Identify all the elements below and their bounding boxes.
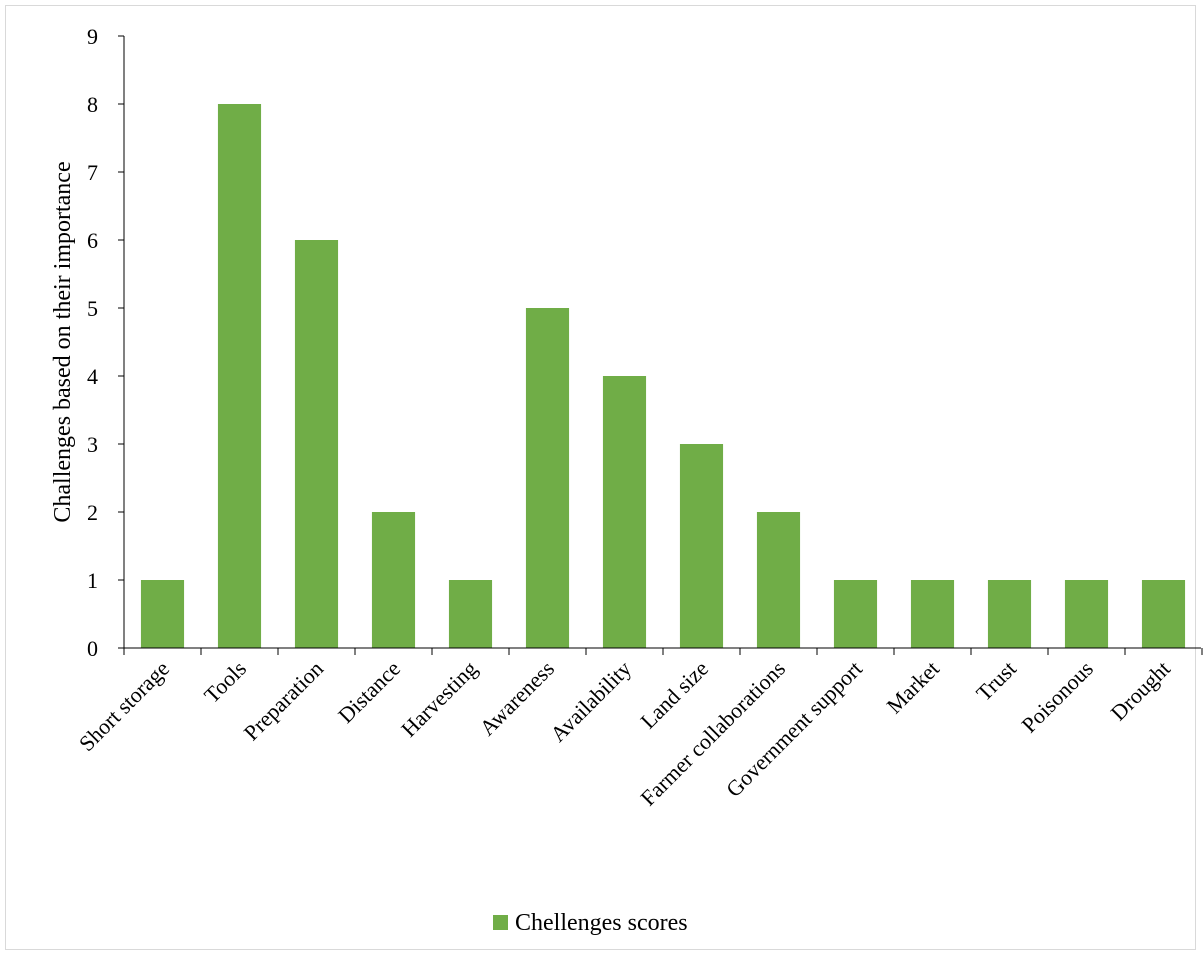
y-axis-ticks: 0 1 2 3 4 5 6 7 8 9 [87,24,124,661]
bar [371,512,416,648]
bar [602,376,647,648]
x-tick-label: Government support [721,656,867,802]
y-tick-label: 3 [87,432,98,457]
bar [833,580,878,648]
bar [1064,580,1109,648]
bar [679,444,724,648]
x-tick-label: Short storage [74,656,174,756]
x-tick-label: Harvesting [396,656,482,742]
y-tick-label: 6 [87,228,98,253]
bar [217,104,262,648]
x-tick-label: Farmer collaborations [635,656,790,811]
bar [756,512,801,648]
bar [140,580,185,648]
bar [448,580,493,648]
bar [294,240,339,648]
y-tick-label: 4 [87,364,98,389]
legend-swatch [493,915,508,930]
x-tick-label: Market [881,656,944,719]
y-tick-label: 8 [87,92,98,117]
y-tick-label: 7 [87,160,98,185]
x-tick-label: Drought [1106,656,1176,726]
y-tick-label: 2 [87,500,98,525]
legend: Chellenges scores [493,910,688,936]
bar [910,580,955,648]
bar [1141,580,1186,648]
bars [140,104,1186,648]
y-tick-label: 0 [87,636,98,661]
bar [525,308,570,648]
x-tick-label: Land size [635,656,713,734]
bar [987,580,1032,648]
x-tick-label: Trust [971,656,1021,706]
x-tick-label: Preparation [239,656,328,745]
x-tick-label: Distance [333,656,405,728]
chart-frame [5,5,1196,950]
x-tick-label: Poisonous [1016,656,1098,738]
y-axis-title: Challenges based on their importance [50,161,76,522]
y-tick-label: 9 [87,24,98,49]
y-tick-label: 1 [87,568,98,593]
x-tick-label: Tools [199,656,251,708]
y-tick-label: 5 [87,296,98,321]
x-tick-label: Availability [545,656,636,747]
legend-label: Chellenges scores [515,910,688,936]
